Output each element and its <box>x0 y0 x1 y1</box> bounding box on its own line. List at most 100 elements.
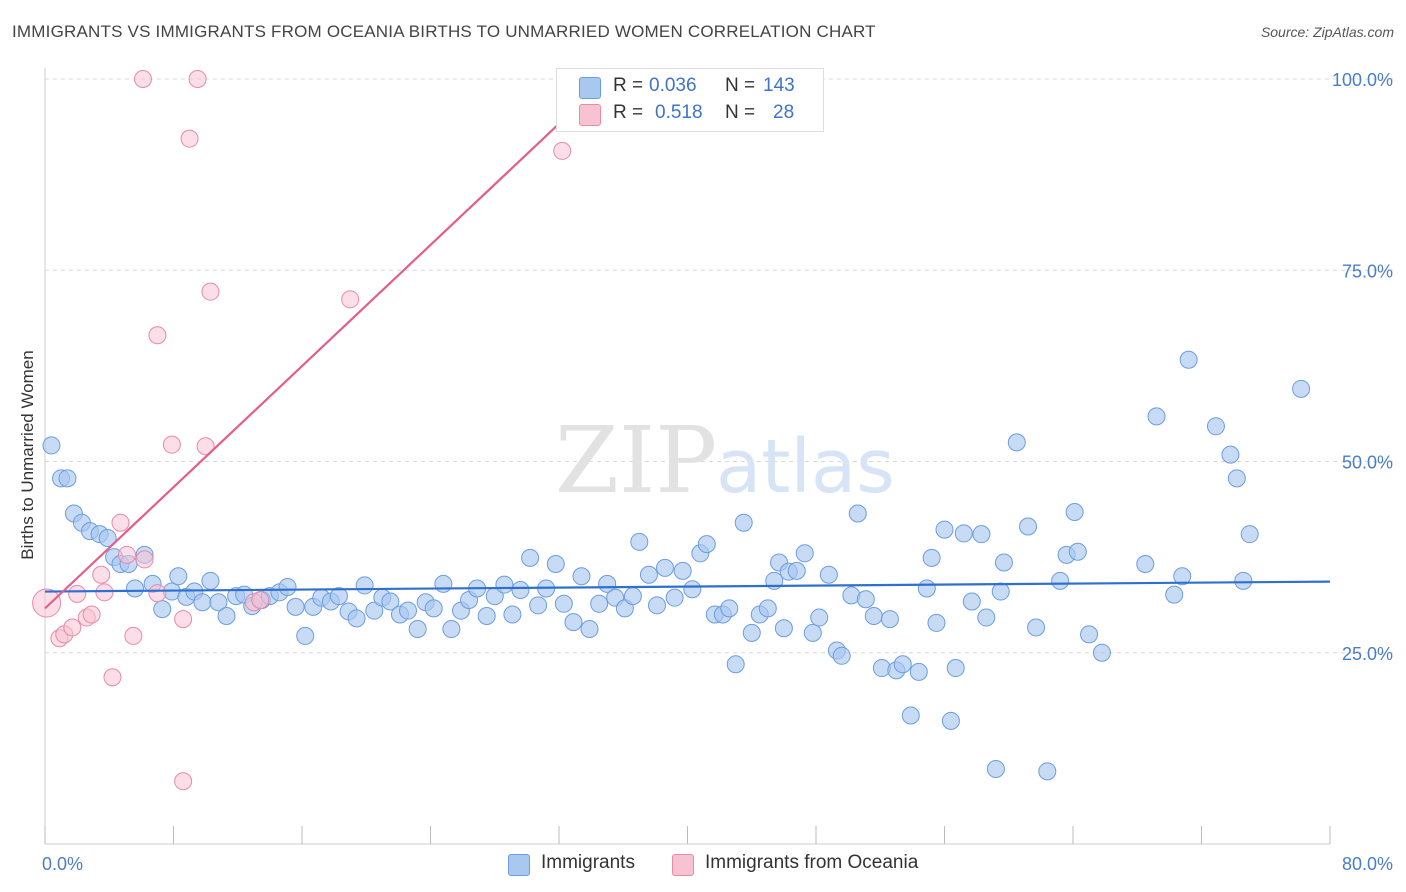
data-point-oceania <box>201 282 220 301</box>
data-point-oceania <box>251 590 270 609</box>
data-point-immigrants <box>495 575 514 594</box>
data-point-immigrants <box>564 613 583 632</box>
pink-swatch <box>579 104 601 126</box>
data-point-immigrants <box>697 535 716 554</box>
data-point-immigrants <box>1179 350 1198 369</box>
data-point-immigrants <box>381 592 400 611</box>
data-point-oceania <box>148 326 167 345</box>
data-point-immigrants <box>1065 502 1084 521</box>
watermark-atlas: atlas <box>716 424 895 510</box>
blue-swatch <box>579 77 601 99</box>
data-point-oceania <box>174 772 193 791</box>
data-point-immigrants <box>278 577 297 596</box>
data-point-immigrants <box>355 576 374 595</box>
data-point-oceania <box>117 545 136 564</box>
data-point-immigrants <box>217 607 236 626</box>
data-point-immigrants <box>153 600 172 619</box>
legend-n-label: N = <box>725 102 756 123</box>
data-point-immigrants <box>795 544 814 563</box>
data-point-immigrants <box>935 520 954 539</box>
data-point-immigrants <box>901 706 920 725</box>
y-tick-label: 25.0% <box>1342 644 1393 664</box>
data-point-immigrants <box>1292 379 1311 398</box>
watermark-zip: ZIP <box>555 407 717 514</box>
data-point-immigrants <box>1080 625 1099 644</box>
data-point-immigrants <box>647 596 666 615</box>
data-point-immigrants <box>209 593 228 612</box>
data-point-immigrants <box>1051 571 1070 590</box>
data-point-immigrants <box>986 760 1005 779</box>
correlation-legend: R = 0.036 N = 143 R = 0.518 N = 28 <box>556 68 824 132</box>
legend-n-value: 28 <box>773 102 795 123</box>
legend-r-value: 0.036 <box>649 75 697 96</box>
data-point-oceania <box>135 550 154 569</box>
data-point-immigrants <box>424 599 443 618</box>
data-point-oceania <box>92 565 111 584</box>
data-point-immigrants <box>399 601 418 620</box>
data-point-immigrants <box>347 609 366 628</box>
data-point-immigrants <box>286 597 305 616</box>
data-point-immigrants <box>193 593 212 612</box>
data-point-immigrants <box>758 599 777 618</box>
data-point-immigrants <box>511 581 530 600</box>
data-point-immigrants <box>994 553 1013 572</box>
data-point-immigrants <box>774 619 793 638</box>
data-point-immigrants <box>1173 567 1192 586</box>
data-point-oceania <box>103 668 122 687</box>
data-point-immigrants <box>1007 433 1026 452</box>
blue-swatch <box>508 854 530 876</box>
source-credit: Source: ZipAtlas.com <box>1260 24 1394 40</box>
legend-r-label: R = <box>613 102 644 123</box>
data-point-oceania <box>82 605 101 624</box>
legend-item-label: Immigrants from Oceania <box>705 852 919 873</box>
data-point-oceania <box>162 435 181 454</box>
data-point-immigrants <box>546 555 565 574</box>
data-point-oceania <box>95 583 114 602</box>
data-point-immigrants <box>832 646 851 665</box>
data-point-immigrants <box>742 623 761 642</box>
legend-n-label: N = <box>725 75 756 96</box>
data-point-immigrants <box>856 590 875 609</box>
data-point-immigrants <box>880 610 899 629</box>
x-tick-label: 80.0% <box>1342 854 1393 874</box>
data-point-immigrants <box>1234 571 1253 590</box>
data-point-immigrants <box>58 469 77 488</box>
x-tick-label: 0.0% <box>42 854 83 874</box>
data-point-oceania <box>341 290 360 309</box>
data-point-immigrants <box>1038 762 1057 781</box>
data-point-immigrants <box>296 626 315 645</box>
data-point-immigrants <box>922 548 941 567</box>
data-point-immigrants <box>893 655 912 674</box>
data-point-immigrants <box>787 561 806 580</box>
data-point-immigrants <box>917 579 936 598</box>
data-point-oceania <box>148 584 167 603</box>
tick-labels: 25.0% 50.0% 75.0% 100.0% 0.0% 80.0% <box>42 70 1393 874</box>
data-point-immigrants <box>972 525 991 544</box>
data-point-oceania <box>188 70 207 88</box>
data-point-immigrants <box>1221 445 1240 464</box>
data-point-immigrants <box>521 548 540 567</box>
data-point-oceania <box>68 584 87 603</box>
data-point-oceania <box>63 618 82 637</box>
data-point-immigrants <box>1165 585 1184 604</box>
data-point-immigrants <box>477 607 496 626</box>
data-point-immigrants <box>503 605 522 624</box>
data-point-immigrants <box>529 596 548 615</box>
data-point-immigrants <box>554 594 573 613</box>
axes <box>44 68 1331 845</box>
data-point-immigrants <box>734 513 753 532</box>
data-point-immigrants <box>630 532 649 551</box>
data-point-immigrants <box>434 574 453 593</box>
data-point-immigrants <box>977 608 996 627</box>
data-point-immigrants <box>946 659 965 678</box>
data-point-immigrants <box>1068 542 1087 561</box>
data-point-immigrants <box>639 565 658 584</box>
data-point-immigrants <box>1092 643 1111 662</box>
y-tick-label: 75.0% <box>1342 261 1393 281</box>
data-point-immigrants <box>365 601 384 620</box>
data-point-immigrants <box>665 588 684 607</box>
legend-item-label: Immigrants <box>541 852 635 873</box>
data-point-immigrants <box>201 571 220 590</box>
data-point-immigrants <box>580 620 599 639</box>
data-point-immigrants <box>590 594 609 613</box>
